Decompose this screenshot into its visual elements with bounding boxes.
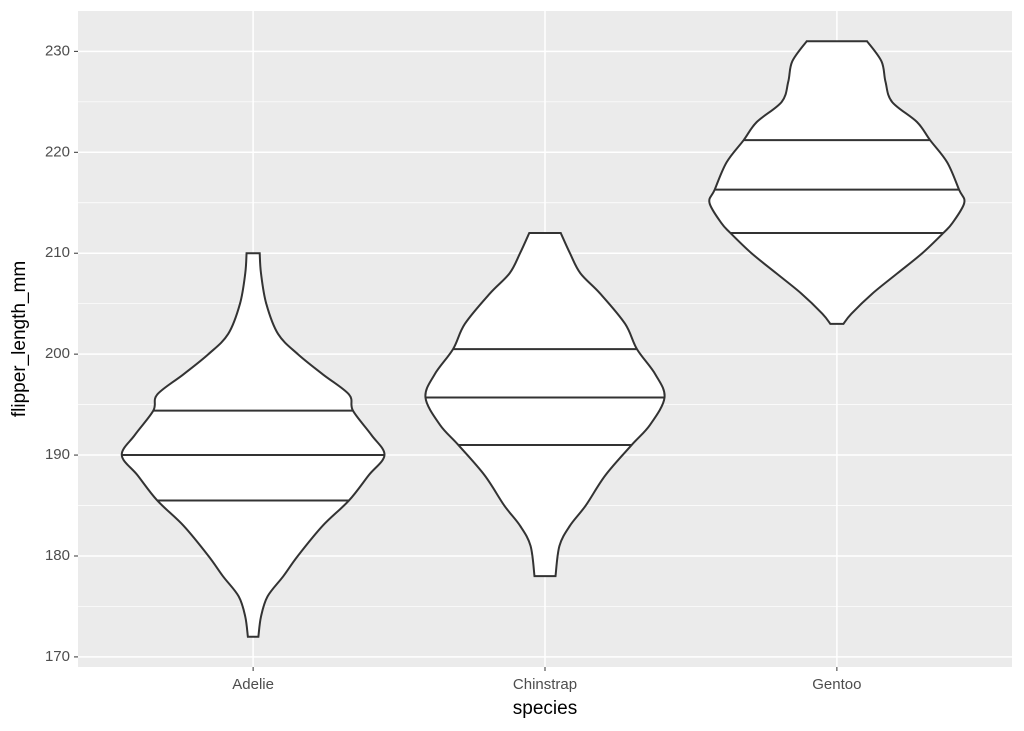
x-tick-label: Adelie [232,676,274,693]
x-axis-title: species [513,698,577,719]
violin [424,232,666,578]
y-tick-label: 170 [45,648,70,665]
y-tick-label: 200 [45,345,70,362]
x-tick-label: Chinstrap [513,676,577,693]
y-tick-label: 220 [45,143,70,160]
y-tick-label: 190 [45,446,70,463]
y-tick-label: 180 [45,547,70,564]
x-tick-label: Gentoo [812,676,861,693]
violin [120,252,386,638]
y-tick-label: 230 [45,42,70,59]
y-axis-title: flipper_length_mm [9,261,30,417]
y-tick-label: 210 [45,244,70,261]
